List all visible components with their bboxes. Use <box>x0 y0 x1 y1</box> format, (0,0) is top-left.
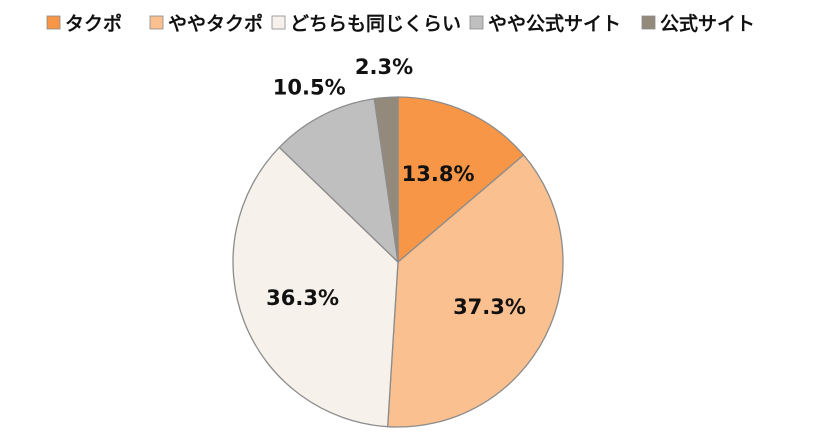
legend-swatch-3 <box>271 15 286 30</box>
data-label-4: 10.5% <box>273 76 346 100</box>
pie-slice-4 <box>278 97 399 264</box>
data-label-3: 36.3% <box>266 286 339 310</box>
legend-swatch-2 <box>149 15 164 30</box>
legend-label-4: やや公式サイト <box>488 12 621 35</box>
pie-slice-3 <box>232 146 399 428</box>
legend: タクポ ややタクポ どちらも同じくらい やや公式サイト 公式サイト <box>46 12 755 35</box>
pie-slices <box>232 96 564 428</box>
legend-swatch-5 <box>641 15 656 30</box>
data-label-2: 37.3% <box>453 295 526 319</box>
data-label-1: 13.8% <box>402 162 475 186</box>
legend-label-3: どちらも同じくらい <box>290 13 461 35</box>
legend-label-2: ややタクポ <box>168 12 263 35</box>
data-label-5: 2.3% <box>355 55 413 79</box>
data-labels: 13.8% 37.3% 36.3% 10.5% 2.3% <box>266 55 526 319</box>
legend-label-1: タクポ <box>65 12 122 35</box>
legend-swatch-4 <box>469 15 484 30</box>
legend-swatch-1 <box>46 15 61 30</box>
pie-slice-5 <box>373 96 399 263</box>
pie-slice-2 <box>386 154 564 428</box>
pie-slice-1 <box>397 96 525 264</box>
legend-label-5: 公式サイト <box>660 12 755 35</box>
